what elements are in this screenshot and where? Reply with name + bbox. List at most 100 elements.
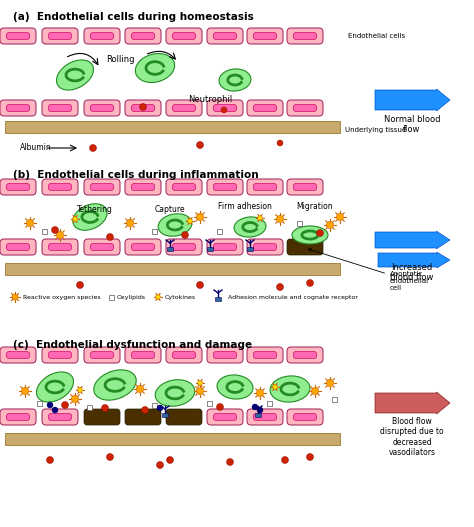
Circle shape <box>311 387 319 395</box>
FancyBboxPatch shape <box>91 243 114 251</box>
FancyBboxPatch shape <box>42 409 78 425</box>
FancyBboxPatch shape <box>91 352 114 358</box>
FancyBboxPatch shape <box>125 239 161 255</box>
FancyBboxPatch shape <box>84 347 120 363</box>
Circle shape <box>139 103 146 111</box>
Circle shape <box>317 229 323 237</box>
FancyBboxPatch shape <box>131 32 155 40</box>
Ellipse shape <box>36 372 73 402</box>
Circle shape <box>276 216 283 222</box>
Ellipse shape <box>219 69 251 91</box>
Bar <box>247 247 253 251</box>
FancyBboxPatch shape <box>173 32 196 40</box>
Bar <box>267 401 273 405</box>
FancyBboxPatch shape <box>173 183 196 191</box>
Ellipse shape <box>217 375 253 399</box>
Bar <box>153 229 157 233</box>
FancyBboxPatch shape <box>287 347 323 363</box>
Circle shape <box>277 140 283 146</box>
FancyBboxPatch shape <box>207 347 243 363</box>
FancyBboxPatch shape <box>253 352 277 358</box>
FancyBboxPatch shape <box>48 104 72 112</box>
Bar <box>215 297 221 301</box>
Circle shape <box>156 462 164 469</box>
FancyBboxPatch shape <box>48 32 72 40</box>
FancyBboxPatch shape <box>287 409 323 425</box>
Ellipse shape <box>292 226 328 244</box>
Circle shape <box>327 379 334 387</box>
Text: Cytokines: Cytokines <box>165 295 196 299</box>
FancyBboxPatch shape <box>166 409 202 425</box>
Ellipse shape <box>94 370 136 400</box>
Circle shape <box>196 387 204 395</box>
Text: (b)  Endothelial cells during inflammation: (b) Endothelial cells during inflammatio… <box>13 170 259 180</box>
Text: Underlying tissue: Underlying tissue <box>345 127 406 133</box>
Circle shape <box>62 402 69 408</box>
Circle shape <box>182 231 189 239</box>
FancyBboxPatch shape <box>213 32 237 40</box>
Circle shape <box>257 216 263 220</box>
Circle shape <box>155 295 160 299</box>
Circle shape <box>76 281 83 288</box>
FancyBboxPatch shape <box>213 352 237 358</box>
FancyBboxPatch shape <box>131 352 155 358</box>
Circle shape <box>282 456 289 464</box>
Circle shape <box>56 231 64 239</box>
Ellipse shape <box>158 214 192 236</box>
Circle shape <box>21 387 28 395</box>
FancyBboxPatch shape <box>247 347 283 363</box>
FancyBboxPatch shape <box>6 32 30 40</box>
FancyBboxPatch shape <box>84 179 120 195</box>
FancyBboxPatch shape <box>213 413 237 421</box>
FancyBboxPatch shape <box>287 239 323 255</box>
Circle shape <box>47 402 53 408</box>
FancyArrow shape <box>375 231 450 249</box>
Bar <box>208 401 212 405</box>
FancyBboxPatch shape <box>42 100 78 116</box>
FancyBboxPatch shape <box>207 409 243 425</box>
FancyBboxPatch shape <box>293 413 317 421</box>
FancyBboxPatch shape <box>247 409 283 425</box>
Bar <box>88 405 92 409</box>
FancyBboxPatch shape <box>166 28 202 44</box>
Text: Migration: Migration <box>297 202 333 211</box>
FancyBboxPatch shape <box>207 239 243 255</box>
FancyBboxPatch shape <box>84 409 120 425</box>
Circle shape <box>307 279 313 287</box>
Text: Blood flow
disrupted due to
decreased
vasodilators: Blood flow disrupted due to decreased va… <box>380 417 444 457</box>
Bar <box>5 121 340 133</box>
FancyBboxPatch shape <box>166 100 202 116</box>
FancyBboxPatch shape <box>91 104 114 112</box>
Bar <box>43 229 47 233</box>
Bar <box>153 403 157 407</box>
Circle shape <box>307 454 313 461</box>
Bar <box>37 401 43 405</box>
FancyBboxPatch shape <box>131 243 155 251</box>
Circle shape <box>257 407 263 413</box>
FancyBboxPatch shape <box>6 243 30 251</box>
Text: Capture: Capture <box>155 205 185 214</box>
FancyBboxPatch shape <box>173 243 196 251</box>
Circle shape <box>52 407 58 413</box>
Circle shape <box>12 294 18 300</box>
Circle shape <box>197 281 203 288</box>
FancyBboxPatch shape <box>125 100 161 116</box>
Circle shape <box>52 227 58 233</box>
FancyBboxPatch shape <box>84 239 120 255</box>
FancyBboxPatch shape <box>91 183 114 191</box>
FancyBboxPatch shape <box>213 243 237 251</box>
FancyBboxPatch shape <box>131 104 155 112</box>
Text: Albumin: Albumin <box>20 142 52 151</box>
Circle shape <box>273 385 277 389</box>
FancyBboxPatch shape <box>293 32 317 40</box>
Text: Adhesion molecule and cognate receptor: Adhesion molecule and cognate receptor <box>228 295 358 299</box>
FancyBboxPatch shape <box>125 179 161 195</box>
Text: Apoptotic
endothelial
cell: Apoptotic endothelial cell <box>309 249 429 291</box>
Circle shape <box>127 219 134 227</box>
Circle shape <box>142 406 148 414</box>
FancyArrow shape <box>378 252 450 268</box>
FancyBboxPatch shape <box>247 28 283 44</box>
Circle shape <box>198 380 202 385</box>
FancyBboxPatch shape <box>287 179 323 195</box>
Circle shape <box>196 213 204 221</box>
